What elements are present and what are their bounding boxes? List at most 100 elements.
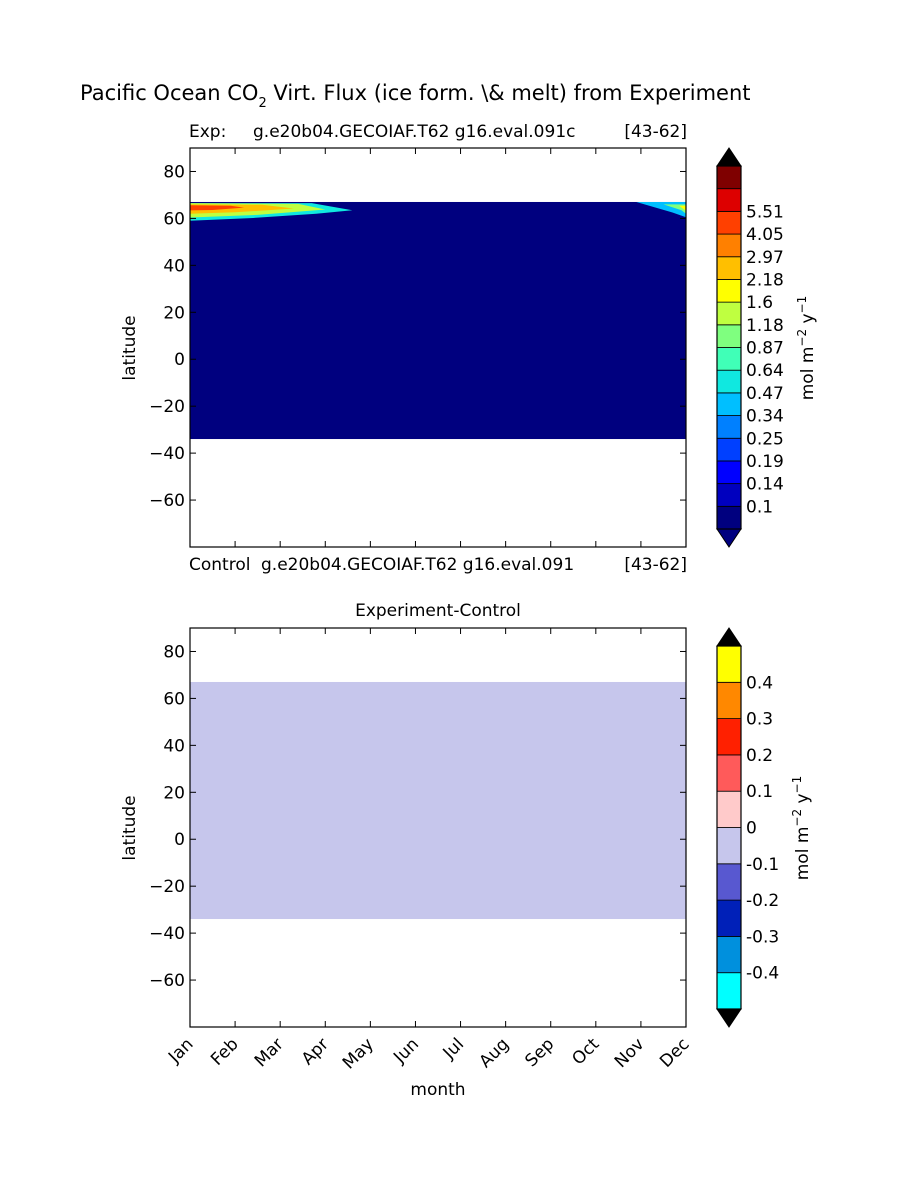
colorbar-tick-label: -0.1 xyxy=(746,855,779,875)
colorbar-segment xyxy=(716,827,742,865)
experiment-plot-area: 80 60 40 20 0 −20 −40 −60 xyxy=(149,147,687,548)
colorbar-extend-min xyxy=(716,1008,742,1028)
x-tick-label: Sep xyxy=(521,1034,558,1071)
figure-title: Pacific Ocean CO2 Virt. Flux (ice form. … xyxy=(80,81,751,111)
colorbar-tick-label: 0.3 xyxy=(746,710,773,730)
flux-band-late-mid xyxy=(663,204,686,214)
diff-y-axis-label: latitude xyxy=(120,795,140,860)
exp-y-axis-label: latitude xyxy=(120,315,140,380)
x-tick-label: Aug xyxy=(476,1034,514,1072)
colorbar-tick-label: 0.1 xyxy=(746,782,773,802)
diff-x-axis-label: month xyxy=(410,1080,465,1100)
colorbar-tick-label: 0.25 xyxy=(746,429,784,449)
colorbar-segment xyxy=(716,863,742,901)
colorbar-segment xyxy=(716,718,742,756)
difference-panel: Experiment-Control 80 60 40 20 0 −20 −40 −60 Jan… xyxy=(120,601,813,1100)
plot-frame xyxy=(189,147,687,548)
colorbar-tick-label: 0.14 xyxy=(746,475,784,495)
y-tick-label: 0 xyxy=(174,830,185,850)
difference-plot-area: 80 60 40 20 0 −20 −40 −60 Jan Feb Mar Apr May Jun Jul A… xyxy=(149,627,694,1073)
exp-colorbar-label: mol m−2 y−1 xyxy=(795,296,818,401)
colorbar-segment xyxy=(716,165,742,190)
y-tick-label: 40 xyxy=(163,256,185,276)
colorbar-segment xyxy=(716,936,742,974)
x-tick-label: Jan xyxy=(164,1034,197,1067)
colorbar-tick-label: 5.51 xyxy=(746,202,784,222)
control-label-center: g.e20b04.GECOIAF.T62 g16.eval.091 xyxy=(261,555,574,575)
colorbar-segment xyxy=(716,392,742,416)
colorbar-segment xyxy=(716,347,742,371)
colorbar-segment xyxy=(716,754,742,792)
colorbar-segment xyxy=(716,645,742,683)
colorbar-segment xyxy=(716,460,742,485)
colorbar-segment xyxy=(716,899,742,937)
colorbar-tick-label: 0.19 xyxy=(746,452,784,472)
y-tick-label: 0 xyxy=(174,350,185,370)
diff-colorbar-label: mol m−2 y−1 xyxy=(790,776,813,881)
y-tick-label: −20 xyxy=(149,877,185,897)
colorbar-segment xyxy=(716,505,742,530)
control-label-left: Control xyxy=(189,555,250,575)
colorbar-tick-label: -0.3 xyxy=(746,927,779,947)
colorbar-tick-label: 0.64 xyxy=(746,361,784,381)
colorbar-tick-label: 0.4 xyxy=(746,673,773,693)
colorbar-segment xyxy=(716,324,742,348)
colorbar-segment xyxy=(716,301,742,326)
y-tick-label: 40 xyxy=(163,736,185,756)
colorbar-tick-label: 0.2 xyxy=(746,746,773,766)
y-tick-label: 20 xyxy=(163,303,185,323)
flux-band-peak xyxy=(190,205,245,211)
y-tick-label: 20 xyxy=(163,783,185,803)
colorbar-segment xyxy=(716,790,742,828)
colorbar-segment xyxy=(716,369,742,394)
colorbar-segment xyxy=(716,210,742,235)
colorbar-tick-label: 2.18 xyxy=(746,270,784,290)
experiment-colorbar: 0.10.14 0.19 0.250.34 0.47 0.640.87 1.18 1.6 2.… xyxy=(716,147,784,548)
data-field xyxy=(190,201,686,440)
y-tick-label: −40 xyxy=(149,924,185,944)
colorbar-frame xyxy=(716,165,742,530)
x-tick-label: Mar xyxy=(251,1034,288,1071)
diff-title: Experiment-Control xyxy=(355,601,521,621)
colorbar-segment xyxy=(716,415,742,439)
colorbar-tick-label: 0.47 xyxy=(746,384,784,404)
plot-frame xyxy=(189,627,687,1028)
data-field xyxy=(190,681,686,920)
colorbar-extend-max xyxy=(716,627,742,647)
control-label-right: [43-62] xyxy=(624,555,687,575)
colorbar-tick-label: 1.18 xyxy=(746,316,784,336)
y-tick-label: 80 xyxy=(163,642,185,662)
title-rest: Virt. Flux (ice form. \& melt) from Expe… xyxy=(267,81,751,105)
y-tick-label: 60 xyxy=(163,689,185,709)
colorbar-segment xyxy=(716,256,742,280)
x-tick-label: May xyxy=(339,1034,378,1073)
y-tick-label: −20 xyxy=(149,397,185,417)
y-tick-label: −40 xyxy=(149,444,185,464)
x-tick-label: Jul xyxy=(439,1034,468,1063)
x-tick-label: Apr xyxy=(298,1034,333,1069)
x-tick-label: Oct xyxy=(568,1034,603,1069)
difference-colorbar: -0.4 -0.3 -0.2 -0.1 0 0.1 0.2 0.3 0.4 xyxy=(716,627,779,1028)
exp-title-left: Exp: xyxy=(189,122,226,142)
y-tick-label: −60 xyxy=(149,971,185,991)
x-tick-label: Nov xyxy=(611,1034,649,1072)
y-tick-label: −60 xyxy=(149,491,185,511)
colorbar-segment xyxy=(716,681,742,719)
title-subscript: 2 xyxy=(258,96,266,111)
flux-band-late-high xyxy=(679,205,686,211)
colorbar-frame xyxy=(716,645,742,1010)
colorbar-tick-label: 1.6 xyxy=(746,293,773,313)
colorbar-segment xyxy=(716,437,742,462)
colorbar-tick-label: 4.05 xyxy=(746,225,784,245)
colorbar-tick-label: -0.4 xyxy=(746,964,779,984)
colorbar-tick-label: 2.97 xyxy=(746,248,784,268)
colorbar-extend-min xyxy=(716,528,742,548)
colorbar-tick-label: 0.34 xyxy=(746,407,784,427)
exp-title-center: g.e20b04.GECOIAF.T62 g16.eval.091c xyxy=(253,122,575,142)
y-tick-label: 80 xyxy=(163,162,185,182)
colorbar-segment xyxy=(716,972,742,1010)
colorbar-tick-label: 0.87 xyxy=(746,339,784,359)
colorbar-segment xyxy=(716,279,742,303)
colorbar-extend-max xyxy=(716,147,742,167)
